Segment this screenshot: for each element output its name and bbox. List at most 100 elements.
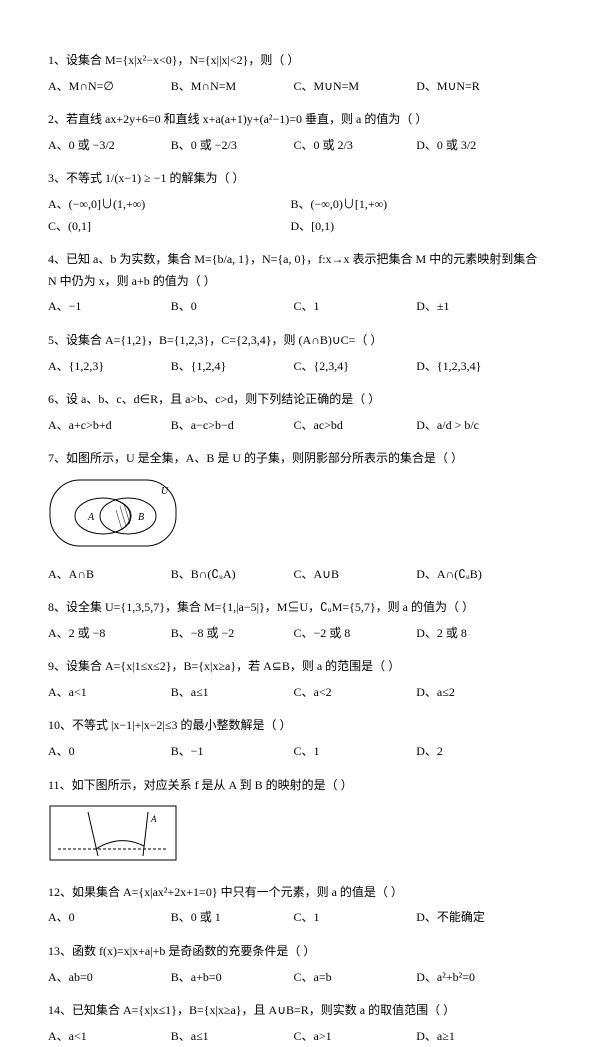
q-body: 、设 a、b、c、d∈R，且 a>b、c>d，则下列结论正确的是（ ） [54,392,380,406]
question-9: 9、设集合 A={x|1≤x≤2}，B={x|x≥a}，若 A⊆B，则 a 的范… [48,656,547,703]
question-text: 12、如果集合 A={x|ax²+2x+1=0} 中只有一个元素，则 a 的值是… [48,882,547,904]
q-num: 14 [48,1003,60,1017]
q-body: 、如果集合 A={x|ax²+2x+1=0} 中只有一个元素，则 a 的值是（ … [60,885,403,899]
option-c: C、a=b [294,967,414,989]
question-10: 10、不等式 |x−1|+|x−2|≤3 的最小整数解是（ ） A、0 B、−1… [48,715,547,762]
option-a: A、A∩B [48,564,168,586]
option-b: B、M∩N=M [171,76,291,98]
option-a: A、0 或 −3/2 [48,135,168,157]
option-d: D、M∪N=R [416,76,536,98]
option-c: C、M∪N=M [294,76,414,98]
option-c: C、1 [294,741,414,763]
question-8: 8、设全集 U={1,3,5,7}，集合 M={1,|a−5|}，M⊆U，∁ᵤM… [48,597,547,644]
option-d: D、{1,2,3,4} [416,356,536,378]
question-4: 4、已知 a、b 为实数，集合 M={b/a, 1}，N={a, 0}，f:x→… [48,249,547,318]
option-d: D、不能确定 [416,907,536,929]
question-text: 1、设集合 M={x|x²−x<0}，N={x||x|<2}，则（ ） [48,50,547,72]
question-text: 2、若直线 ax+2y+6=0 和直线 x+a(a+1)y+(a²−1)=0 垂… [48,109,547,131]
question-3: 3、不等式 1/(x−1) ≥ −1 的解集为（ ） A、(−∞,0]∪(1,+… [48,168,547,237]
options: A、a+c>b+d B、a−c>b−d C、ac>bd D、a/d > b/c [48,415,547,437]
option-d: D、2 或 8 [416,623,536,645]
question-1: 1、设集合 M={x|x²−x<0}，N={x||x|<2}，则（ ） A、M∩… [48,50,547,97]
q-num: 10 [48,718,60,732]
option-d: D、±1 [416,296,536,318]
question-text: 5、设集合 A={1,2}，B={1,2,3}，C={2,3,4}，则 (A∩B… [48,330,547,352]
options: A、0 B、0 或 1 C、1 D、不能确定 [48,907,547,929]
question-13: 13、函数 f(x)=x|x+a|+b 是奇函数的充要条件是（ ） A、ab=0… [48,941,547,988]
question-7: 7、如图所示，U 是全集，A、B 是 U 的子集，则阴影部分所表示的集合是（ ）… [48,448,547,585]
option-b: B、0 [171,296,291,318]
q-body: 、设集合 M={x|x²−x<0}，N={x||x|<2}，则（ ） [54,53,299,67]
question-text: 11、如下图所示，对应关系 f 是从 A 到 B 的映射的是（ ） [48,775,547,797]
option-c: C、{2,3,4} [294,356,414,378]
options: A、M∩N=∅ B、M∩N=M C、M∪N=M D、M∪N=R [48,76,547,98]
q-body: 、函数 f(x)=x|x+a|+b 是奇函数的充要条件是（ ） [60,944,315,958]
option-c: C、a>1 [294,1026,414,1047]
question-text: 4、已知 a、b 为实数，集合 M={b/a, 1}，N={a, 0}，f:x→… [48,249,547,292]
question-text: 6、设 a、b、c、d∈R，且 a>b、c>d，则下列结论正确的是（ ） [48,389,547,411]
q-body: 、已知集合 A={x|x≤1}，B={x|x≥a}，且 A∪B=R，则实数 a … [60,1003,455,1017]
option-a: A、−1 [48,296,168,318]
option-a: A、ab=0 [48,967,168,989]
mapping-label-a: A [150,814,157,824]
option-c: C、a<2 [294,682,414,704]
option-d: D、a≥1 [416,1026,536,1047]
option-b: B、−1 [171,741,291,763]
q-body: 、如下图所示，对应关系 f 是从 A 到 B 的映射的是（ ） [60,778,353,792]
q-num: 11 [48,778,60,792]
question-5: 5、设集合 A={1,2}，B={1,2,3}，C={2,3,4}，则 (A∩B… [48,330,547,377]
options: A、a<1 B、a≤1 C、a<2 D、a≤2 [48,682,547,704]
option-c: C、ac>bd [294,415,414,437]
question-text: 3、不等式 1/(x−1) ≥ −1 的解集为（ ） [48,168,547,190]
venn-label-b: B [138,512,144,523]
options: A、ab=0 B、a+b=0 C、a=b D、a²+b²=0 [48,967,547,989]
option-c: C、(0,1] [48,216,288,238]
option-b: B、−8 或 −2 [171,623,291,645]
option-b: B、(−∞,0)∪[1,+∞) [291,194,531,216]
venn-label-a: A [87,512,95,523]
option-c: C、A∪B [294,564,414,586]
option-a: A、2 或 −8 [48,623,168,645]
options: A、a<1 B、a≤1 C、a>1 D、a≥1 [48,1026,547,1047]
option-d: D、a²+b²=0 [416,967,536,989]
q-num: 13 [48,944,60,958]
option-d: D、[0,1) [291,216,531,238]
question-14: 14、已知集合 A={x|x≤1}，B={x|x≥a}，且 A∪B=R，则实数 … [48,1000,547,1047]
options: A、0 B、−1 C、1 D、2 [48,741,547,763]
option-d: D、0 或 3/2 [416,135,536,157]
option-b: B、0 或 −2/3 [171,135,291,157]
q-body: 、已知 a、b 为实数，集合 M={b/a, 1}，N={a, 0}，f:x→x… [48,252,537,288]
options: A、(−∞,0]∪(1,+∞) B、(−∞,0)∪[1,+∞) C、(0,1] … [48,194,547,237]
option-d: D、A∩(∁ᵤB) [416,564,536,586]
option-a: A、a<1 [48,682,168,704]
option-d: D、2 [416,741,536,763]
option-b: B、0 或 1 [171,907,291,929]
mapping-figure: A [48,804,547,870]
option-a: A、0 [48,907,168,929]
mapping-svg: A [48,804,178,862]
option-b: B、a+b=0 [171,967,291,989]
question-text: 10、不等式 |x−1|+|x−2|≤3 的最小整数解是（ ） [48,715,547,737]
q-body: 、不等式 1/(x−1) ≥ −1 的解集为（ ） [54,171,244,185]
question-12: 12、如果集合 A={x|ax²+2x+1=0} 中只有一个元素，则 a 的值是… [48,882,547,929]
question-2: 2、若直线 ax+2y+6=0 和直线 x+a(a+1)y+(a²−1)=0 垂… [48,109,547,156]
option-a: A、M∩N=∅ [48,76,168,98]
q-body: 、不等式 |x−1|+|x−2|≤3 的最小整数解是（ ） [60,718,292,732]
q-body: 、设集合 A={1,2}，B={1,2,3}，C={2,3,4}，则 (A∩B)… [54,333,382,347]
question-text: 13、函数 f(x)=x|x+a|+b 是奇函数的充要条件是（ ） [48,941,547,963]
option-b: B、a≤1 [171,1026,291,1047]
question-6: 6、设 a、b、c、d∈R，且 a>b、c>d，则下列结论正确的是（ ） A、a… [48,389,547,436]
venn-diagram-figure: U A B [48,478,547,556]
option-b: B、B∩(∁ᵤA) [171,564,291,586]
option-c: C、1 [294,296,414,318]
options: A、−1 B、0 C、1 D、±1 [48,296,547,318]
option-b: B、a≤1 [171,682,291,704]
q-body: 、若直线 ax+2y+6=0 和直线 x+a(a+1)y+(a²−1)=0 垂直… [54,112,427,126]
option-c: C、1 [294,907,414,929]
options: A、2 或 −8 B、−8 或 −2 C、−2 或 8 D、2 或 8 [48,623,547,645]
question-text: 7、如图所示，U 是全集，A、B 是 U 的子集，则阴影部分所表示的集合是（ ） [48,448,547,470]
q-body: 、设全集 U={1,3,5,7}，集合 M={1,|a−5|}，M⊆U，∁ᵤM=… [54,600,474,614]
q-num: 12 [48,885,60,899]
option-c: C、−2 或 8 [294,623,414,645]
option-a: A、a+c>b+d [48,415,168,437]
